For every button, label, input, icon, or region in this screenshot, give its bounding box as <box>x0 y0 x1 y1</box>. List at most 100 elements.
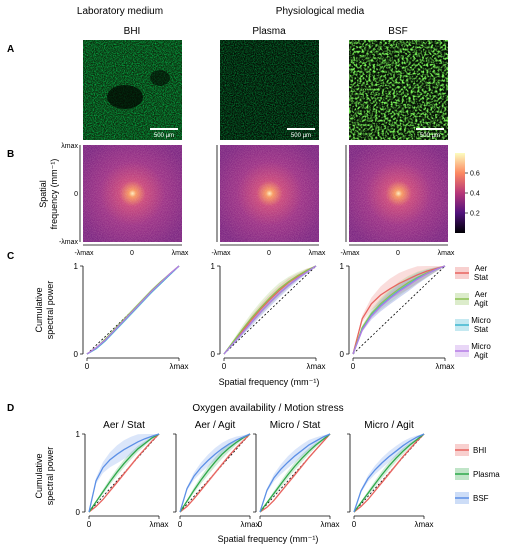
spectrum-plasma: -λmax 0 λmax <box>211 145 326 257</box>
panel-c-bsf-ytick-label-bottom: 0 <box>340 350 345 359</box>
spectrum-bsf-xtick-pos: λmax <box>438 250 455 257</box>
legend-label-line1: Micro <box>471 342 491 351</box>
colorbar-tick-label: 0.4 <box>470 191 480 198</box>
spectrum-bhi-xtick-neg: -λmax <box>74 250 94 257</box>
scalebar-label-bsf: 500 µm <box>420 133 440 139</box>
header-bhi: BHI <box>124 26 141 37</box>
legend-label-line1: Aer <box>475 264 488 273</box>
colorbar-tick-label: 0.6 <box>470 171 480 178</box>
header-plasma: Plasma <box>252 26 286 37</box>
panel-c-subplot-plasma: 1 00 λmax <box>211 262 326 371</box>
header-lab-medium: Laboratory medium <box>77 6 163 17</box>
scalebar-label-bhi: 500 µm <box>154 133 174 139</box>
header-physiological: Physiological media <box>276 6 365 17</box>
panel-d-aer-stat-line-plasma <box>88 433 160 513</box>
panel-d-aer-agit-xtick-label-max: λmax <box>240 520 259 529</box>
legend-label-plasma: Plasma <box>473 470 500 479</box>
legend-label-line1: Aer <box>475 290 488 299</box>
panel-d-aer-agit-band-bsf <box>180 434 250 512</box>
panel-d-micro-agit-line-plasma <box>353 433 425 513</box>
panel-c-xlabel: Spatial frequency (mm⁻¹) <box>219 377 320 387</box>
panel-c-plasma-xtick-label-0: 0 <box>222 362 227 371</box>
panel-d-subplot-micro-stat: Micro / Stat 0 λmax <box>253 420 340 529</box>
micrograph-plasma: 500 µm <box>220 40 319 140</box>
spectrum-bhi-xtick-pos: λmax <box>172 250 189 257</box>
panel-d-subplot-aer-agit: Aer / Agit 0 λmax <box>173 420 260 529</box>
panel-d-micro-stat-band-bsf <box>260 434 330 512</box>
panel-c-plasma-line-aer-agit <box>223 265 317 355</box>
legend-label-line2: Agit <box>474 351 489 360</box>
panel-d-subplot-aer-stat: Aer / Stat 1 00 λmax <box>76 420 169 529</box>
panel-c-bhi-ytick-label-top: 1 <box>74 262 79 271</box>
spectrum-bsf-xtick-neg: -λmax <box>340 250 360 257</box>
panel-c-plasma-diagonal <box>223 265 317 355</box>
panel-c-bsf-xtick-label-max: λmax <box>435 362 454 371</box>
panel-b-ylabel-line1: Spatial <box>38 180 48 208</box>
panel-c-plasma-line-micro-agit <box>223 265 317 355</box>
panel-d-aer-stat-ytick-label-bottom: 0 <box>76 508 81 517</box>
spectrum-bhi-ytick-pos: λmax <box>61 143 78 150</box>
panel-d-micro-stat-line-bhi <box>259 433 331 513</box>
legend-label-line2: Agit <box>474 299 489 308</box>
panel-c-bsf-diagonal <box>352 265 446 355</box>
panel-label-c: C <box>7 251 14 262</box>
panel-d-micro-stat-xtick-label-0: 0 <box>258 520 263 529</box>
panel-d-title: Oxygen availability / Motion stress <box>192 403 343 414</box>
panel-d-subplot-micro-agit: Micro / Agit 0 λmax <box>347 420 434 529</box>
panel-d-micro-stat-xtick-label-max: λmax <box>320 520 339 529</box>
micrograph-bsf: 500 µm <box>349 40 448 140</box>
panel-c-plasma-xtick-label-max: λmax <box>306 362 325 371</box>
panel-c-bhi-xtick-label-0: 0 <box>85 362 90 371</box>
panel-d-aer-stat-line-bsf <box>88 433 160 513</box>
legend-label-line1: Micro <box>471 316 491 325</box>
spectrum-plasma-xtick-neg: -λmax <box>211 250 231 257</box>
panel-d-subplot-title: Micro / Stat <box>270 420 321 431</box>
panel-c-ylabel-line1: Cumulative <box>34 287 44 332</box>
scalebar-label-plasma: 500 µm <box>291 133 311 139</box>
panel-d-subplot-title: Aer / Stat <box>103 420 145 431</box>
panel-d-aer-agit-line-bsf <box>179 433 251 513</box>
panel-c-bhi-diagonal <box>86 265 180 355</box>
micrograph-bhi: 500 µm <box>83 40 182 140</box>
panel-d-aer-stat-xtick-label-max: λmax <box>149 520 168 529</box>
panel-d-aer-stat-line-bhi <box>88 433 160 513</box>
header-bsf: BSF <box>388 26 407 37</box>
panel-label-a: A <box>7 44 14 55</box>
panel-d-micro-agit-line-bhi <box>353 433 425 513</box>
spectrum-plasma-xtick-pos: λmax <box>309 250 326 257</box>
panel-d-micro-agit-xtick-label-0: 0 <box>352 520 357 529</box>
panel-d-ylabel-line2: spectral power <box>45 447 55 506</box>
panel-label-d: D <box>7 403 14 414</box>
panel-d-aer-stat-ytick-label-top: 1 <box>76 430 81 439</box>
panel-d-micro-stat-diagonal <box>259 433 331 513</box>
legend-label-bhi: BHI <box>473 446 486 455</box>
colorbar: 0.6 0.4 0.2 <box>455 153 480 233</box>
panel-c-bsf-xtick-label-0: 0 <box>351 362 356 371</box>
panel-c-bhi-ytick-label-bottom: 0 <box>74 350 79 359</box>
spectrum-bhi-ytick-zero: 0 <box>74 191 78 198</box>
legend-label-line2: Stat <box>474 273 489 282</box>
colorbar-tick-label: 0.2 <box>470 211 480 218</box>
spectrum-plasma-xtick-zero: 0 <box>267 250 271 257</box>
panel-c-bsf-ytick-label-top: 1 <box>340 262 345 271</box>
panel-c-subplot-bhi: 1 00 λmax <box>74 262 189 371</box>
panel-c-bsf-line-micro-agit <box>352 265 446 355</box>
panel-d-ylabel-line1: Cumulative <box>34 453 44 498</box>
panel-d-legend: BHI Plasma BSF <box>455 444 500 504</box>
panel-d-micro-agit-line-bsf <box>353 433 425 513</box>
panel-d-subplot-title: Aer / Agit <box>195 420 236 431</box>
panel-c-plasma-ytick-label-bottom: 0 <box>211 350 216 359</box>
panel-c-ylabel-line2: spectral power <box>45 281 55 340</box>
panel-d-micro-stat-line-plasma <box>259 433 331 513</box>
panel-label-b: B <box>7 149 14 160</box>
panel-d-micro-stat-line-bsf <box>259 433 331 513</box>
panel-d-xlabel: Spatial frequency (mm⁻¹) <box>218 534 319 544</box>
panel-c-bhi-line-micro-agit <box>86 265 180 355</box>
panel-d-aer-agit-line-bhi <box>179 433 251 513</box>
panel-c-bsf-line-aer-stat <box>352 265 446 355</box>
panel-d-aer-stat-xtick-label-0: 0 <box>87 520 92 529</box>
panel-d-micro-agit-xtick-label-max: λmax <box>414 520 433 529</box>
panel-d-subplot-title: Micro / Agit <box>364 420 414 431</box>
